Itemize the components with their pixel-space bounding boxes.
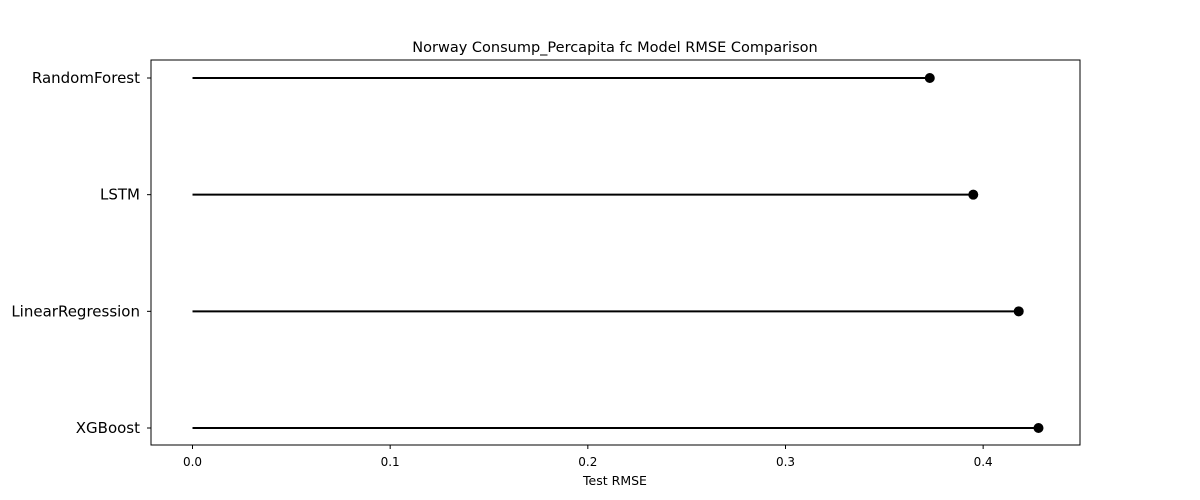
- x-axis-label: Test RMSE: [582, 473, 647, 488]
- stems-group: [192, 77, 1039, 429]
- y-axis: RandomForest LSTM LinearRegression XGBoost: [11, 69, 151, 437]
- chart-title: Norway Consump_Percapita fc Model RMSE C…: [412, 40, 817, 56]
- marker-LSTM: [968, 189, 979, 200]
- marker-RandomForest: [924, 73, 935, 83]
- marker-LinearRegression: [1013, 306, 1024, 317]
- y-tick-label: RandomForest: [32, 69, 140, 87]
- x-tick-label: 0.2: [578, 455, 597, 469]
- y-tick-label: LSTM: [100, 186, 140, 204]
- x-tick-label: 0.3: [776, 455, 795, 469]
- y-tick-label: LinearRegression: [11, 302, 140, 320]
- x-tick-label: 0.4: [974, 455, 993, 469]
- markers-group: [924, 73, 1044, 433]
- x-tick-label: 0.1: [381, 455, 400, 469]
- y-tick-label: XGBoost: [76, 419, 140, 437]
- x-axis: 0.0 0.1 0.2 0.3 0.4: [183, 445, 993, 469]
- marker-XGBoost: [1033, 423, 1044, 433]
- plot-frame: [150, 59, 1081, 446]
- x-tick-label: 0.0: [183, 455, 202, 469]
